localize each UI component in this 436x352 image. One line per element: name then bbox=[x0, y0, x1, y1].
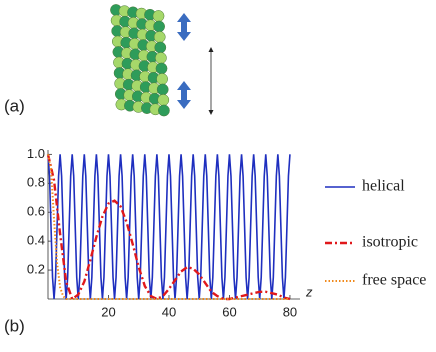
sphere bbox=[152, 10, 165, 22]
sphere bbox=[156, 73, 168, 85]
x-tick-label: 40 bbox=[162, 304, 176, 319]
blue-arrow bbox=[177, 13, 191, 109]
line-2 bbox=[47, 154, 290, 300]
y-tick-label: 0.4 bbox=[27, 233, 45, 248]
sphere bbox=[158, 104, 170, 117]
sphere bbox=[156, 83, 169, 96]
y-tick-label: 0.8 bbox=[27, 175, 45, 190]
sphere bbox=[153, 31, 166, 43]
sphere-lattice bbox=[110, 4, 170, 117]
x-tick-label: 60 bbox=[222, 304, 236, 319]
sphere bbox=[154, 41, 167, 54]
sphere bbox=[155, 52, 167, 64]
x-tick-label: 80 bbox=[283, 304, 297, 319]
panel-label: (b) bbox=[4, 316, 25, 335]
y-tick-label: 0.2 bbox=[27, 262, 45, 277]
y-tick-label: 0.6 bbox=[27, 204, 45, 219]
legend-label: free space bbox=[362, 272, 426, 289]
length-arrow bbox=[208, 47, 214, 115]
panel-label: (a) bbox=[4, 96, 25, 115]
x-tick-label: 20 bbox=[101, 304, 115, 319]
legend-label: helical bbox=[362, 178, 405, 195]
sphere bbox=[155, 62, 168, 75]
legend-label: isotropic bbox=[362, 234, 418, 251]
sphere bbox=[157, 94, 170, 106]
line-1 bbox=[46, 154, 291, 301]
line-0 bbox=[47, 154, 291, 300]
y-tick-label: 1.0 bbox=[27, 146, 45, 161]
x-axis-label: z bbox=[305, 284, 313, 299]
sphere bbox=[153, 20, 165, 33]
